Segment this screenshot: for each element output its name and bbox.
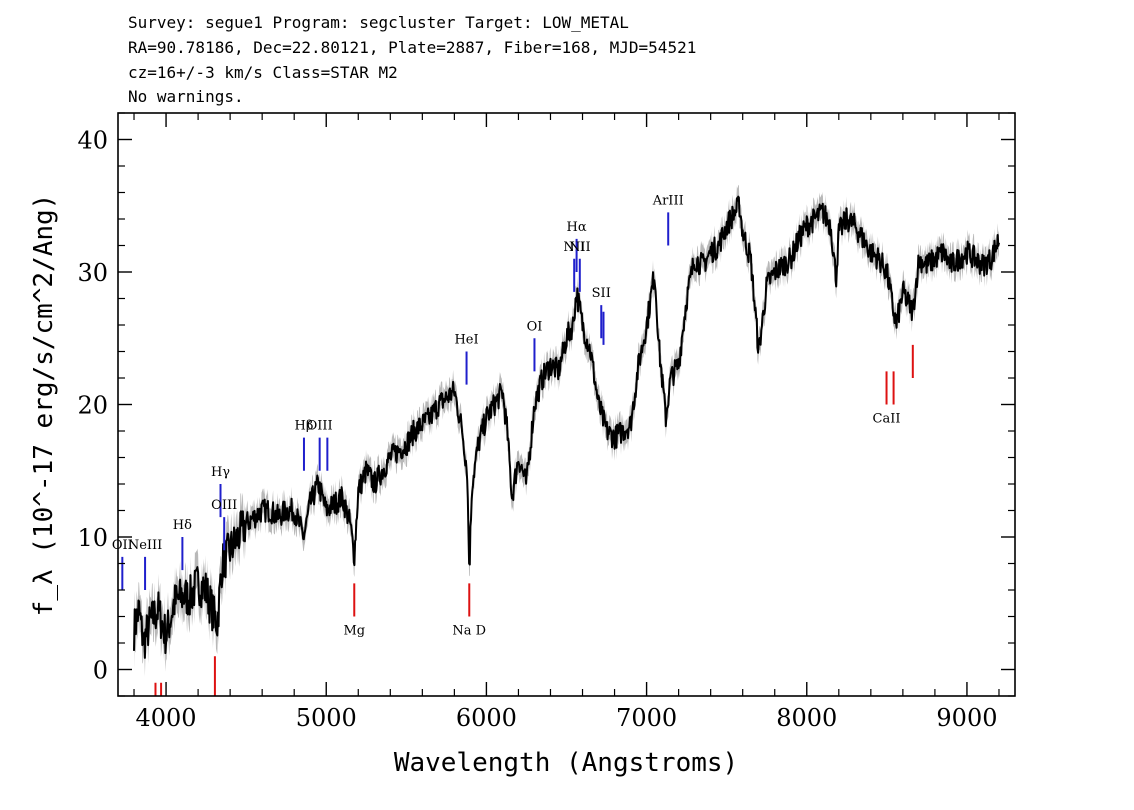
emission-marker-label: Hγ — [211, 465, 230, 480]
plot-frame — [117, 112, 1016, 697]
emission-marker-label: Hδ — [173, 518, 192, 533]
x-tick-label: 6000 — [456, 704, 517, 732]
emission-marker-label: OIII — [307, 419, 333, 434]
y-tick-label: 40 — [77, 127, 108, 155]
y-axis-label: f_λ (10^-17 erg/s/cm^2/Ang) — [29, 194, 59, 617]
header-redshift-class-line: cz=16+/-3 km/s Class=STAR M2 — [128, 63, 398, 82]
header-warnings-line: No warnings. — [128, 87, 244, 106]
x-tick-label: 5000 — [296, 704, 357, 732]
line-markers: OIINeIIIHδHγOIIIHβOIIIHeIOINIIHαNIISIIAr… — [112, 193, 914, 696]
emission-marker-label: HeI — [454, 333, 478, 348]
axis-ticks: 4000 5000 6000 7000 8000 9000 0 10 20 30 40 — [77, 112, 1015, 732]
y-tick-label: 10 — [77, 524, 108, 552]
x-tick-label: 4000 — [136, 704, 197, 732]
emission-marker-label: OII — [112, 538, 133, 553]
emission-marker-label: OI — [527, 319, 543, 334]
emission-marker-label: OIII — [211, 498, 237, 513]
emission-marker-label: SII — [592, 286, 611, 301]
emission-marker-label: NII — [569, 240, 591, 255]
header-coordinates-line: RA=90.78186, Dec=22.80121, Plate=2887, F… — [128, 38, 696, 57]
x-axis-label: Wavelength (Angstroms) — [394, 748, 738, 778]
spectrum-line — [133, 195, 1000, 659]
emission-marker-label: NII — [563, 240, 585, 255]
absorption-marker-label: CaII — [873, 412, 901, 427]
absorption-marker-label: Na D — [452, 624, 486, 639]
header-survey-line: Survey: segue1 Program: segcluster Targe… — [128, 13, 629, 32]
x-tick-label: 9000 — [936, 704, 997, 732]
emission-marker-label: ArIII — [652, 193, 684, 208]
absorption-marker-label: Mg — [343, 624, 365, 639]
emission-marker-label: NeIII — [128, 538, 162, 553]
spectrum-series — [133, 195, 1000, 659]
x-tick-label: 7000 — [616, 704, 677, 732]
y-tick-label: 30 — [77, 259, 108, 287]
emission-marker-label: Hα — [567, 220, 587, 235]
x-tick-label: 8000 — [776, 704, 837, 732]
error-band — [134, 184, 999, 677]
error-band-area — [134, 184, 999, 677]
emission-marker-label: Hβ — [295, 419, 314, 434]
y-tick-label: 20 — [77, 392, 108, 420]
y-tick-label: 0 — [93, 657, 108, 685]
plot-area: OIINeIIIHδHγOIIIHβOIIIHeIOINIIHαNIISIIAr… — [112, 184, 1000, 696]
